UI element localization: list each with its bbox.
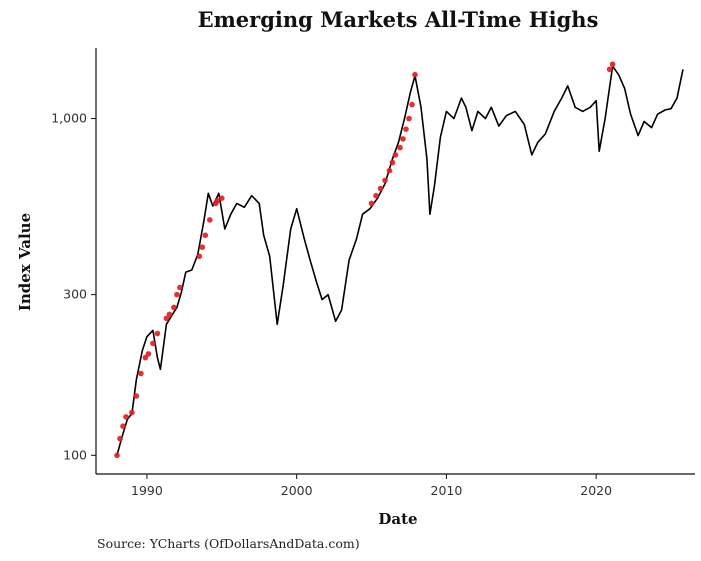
source-note: Source: YCharts (OfDollarsAndData.com) <box>97 536 360 551</box>
y-axis-title: Index Value <box>16 213 34 311</box>
all-time-high-point <box>138 370 144 377</box>
all-time-high-point <box>166 311 173 318</box>
all-time-high-point <box>150 340 156 347</box>
all-time-high-point <box>163 315 170 322</box>
all-time-high-point <box>114 452 120 459</box>
y-axis-ticks: 100 300 1,000 <box>51 111 96 462</box>
all-time-high-point <box>392 152 399 158</box>
all-time-high-point <box>397 144 403 151</box>
all-time-high-point <box>171 304 177 311</box>
all-time-high-point <box>133 393 140 399</box>
all-time-high-point <box>120 423 126 430</box>
all-time-high-point <box>368 200 375 207</box>
all-time-high-point <box>202 232 209 239</box>
all-time-high-point <box>145 351 152 357</box>
all-time-high-point <box>386 167 393 174</box>
x-axis-title: Date <box>378 510 417 528</box>
all-time-high-point <box>142 354 149 361</box>
chart-title: Emerging Markets All-Time Highs <box>198 7 599 32</box>
y-tick-label: 1,000 <box>51 111 87 126</box>
all-time-high-point <box>409 101 415 108</box>
all-time-high-point <box>406 115 412 122</box>
all-time-high-point <box>373 192 379 199</box>
x-tick-label: 2020 <box>580 483 612 498</box>
x-tick-label: 2000 <box>281 483 313 498</box>
all-time-high-point <box>174 291 180 298</box>
all-time-high-point <box>609 61 616 67</box>
all-time-high-point <box>129 409 135 416</box>
all-time-high-point <box>154 330 161 337</box>
y-tick-label: 100 <box>63 447 87 462</box>
all-time-high-point <box>412 71 418 78</box>
all-time-high-point <box>382 177 388 184</box>
all-time-high-point <box>606 66 613 73</box>
all-time-high-point <box>377 185 384 192</box>
y-tick-label: 300 <box>63 287 87 302</box>
all-time-high-point <box>199 244 206 250</box>
x-tick-label: 2010 <box>431 483 463 498</box>
all-time-high-point <box>403 126 409 132</box>
all-time-high-point <box>177 284 183 291</box>
x-axis-ticks: 1990 2000 2010 2020 <box>131 474 612 498</box>
all-time-high-markers <box>114 61 616 459</box>
plot-area <box>114 61 684 459</box>
all-time-high-point <box>123 414 129 420</box>
x-tick-label: 1990 <box>131 483 163 498</box>
all-time-high-point <box>400 136 406 142</box>
all-time-high-point <box>196 253 203 260</box>
all-time-high-point <box>219 195 225 201</box>
all-time-high-point <box>389 159 396 166</box>
all-time-high-point <box>214 198 221 204</box>
all-time-high-point <box>207 217 213 223</box>
all-time-high-point <box>117 435 123 442</box>
